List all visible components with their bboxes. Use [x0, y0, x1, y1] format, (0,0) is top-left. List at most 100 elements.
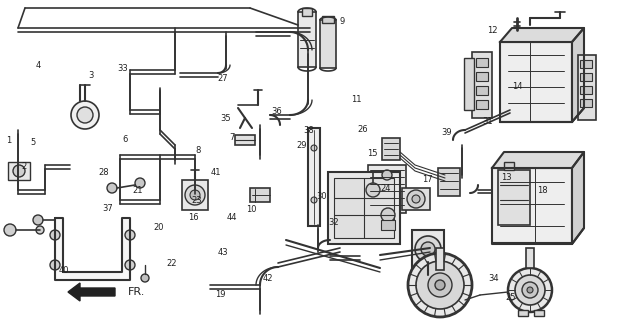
- Circle shape: [515, 275, 545, 305]
- Circle shape: [190, 190, 200, 200]
- Circle shape: [135, 178, 145, 188]
- Circle shape: [13, 165, 25, 177]
- Bar: [438, 168, 460, 196]
- Text: 28: 28: [99, 168, 109, 177]
- Text: 7: 7: [229, 133, 234, 142]
- Bar: [500, 42, 572, 122]
- Bar: [472, 52, 492, 118]
- Bar: [320, 20, 336, 68]
- Text: 2: 2: [22, 162, 27, 171]
- Circle shape: [435, 280, 445, 290]
- Bar: [498, 170, 530, 225]
- Text: 12: 12: [488, 26, 498, 35]
- Circle shape: [366, 183, 380, 197]
- Circle shape: [125, 260, 135, 270]
- Bar: [534, 310, 544, 316]
- Bar: [476, 86, 488, 95]
- Text: 33: 33: [118, 64, 128, 73]
- Circle shape: [33, 215, 43, 225]
- Circle shape: [415, 236, 441, 262]
- Text: 10: 10: [246, 205, 256, 214]
- Bar: [368, 165, 406, 213]
- Text: 32: 32: [329, 218, 339, 227]
- Bar: [492, 168, 572, 243]
- Circle shape: [125, 230, 135, 240]
- Polygon shape: [500, 28, 584, 42]
- Bar: [298, 12, 316, 67]
- Text: 14: 14: [512, 82, 522, 91]
- Text: 16: 16: [188, 213, 198, 222]
- Text: 1: 1: [6, 136, 12, 145]
- Bar: [382, 138, 400, 160]
- Circle shape: [407, 190, 425, 208]
- Text: 41: 41: [211, 168, 221, 177]
- Text: 22: 22: [166, 260, 177, 268]
- Circle shape: [36, 226, 44, 234]
- Text: 19: 19: [216, 290, 226, 299]
- Bar: [402, 188, 430, 210]
- Polygon shape: [68, 283, 115, 301]
- Text: 40: 40: [59, 266, 69, 275]
- Circle shape: [379, 205, 395, 221]
- Bar: [412, 230, 444, 268]
- Bar: [504, 162, 514, 170]
- Text: 20: 20: [154, 223, 164, 232]
- Circle shape: [508, 268, 552, 312]
- Bar: [476, 100, 488, 109]
- Text: 44: 44: [227, 213, 237, 222]
- Text: 38: 38: [303, 126, 314, 135]
- Polygon shape: [492, 152, 584, 168]
- Circle shape: [435, 270, 445, 280]
- Text: 3: 3: [88, 71, 93, 80]
- Bar: [322, 16, 334, 23]
- Bar: [476, 72, 488, 81]
- Text: 6: 6: [122, 135, 127, 144]
- Bar: [381, 220, 395, 230]
- Text: 17: 17: [422, 175, 433, 184]
- Circle shape: [413, 270, 423, 280]
- Text: 24: 24: [380, 184, 390, 193]
- Text: 9: 9: [340, 17, 345, 26]
- Text: 23: 23: [192, 196, 202, 205]
- Bar: [580, 99, 592, 107]
- Circle shape: [71, 101, 99, 129]
- Text: 34: 34: [489, 274, 499, 283]
- Circle shape: [428, 273, 452, 297]
- Circle shape: [408, 253, 472, 317]
- Circle shape: [412, 195, 420, 203]
- Bar: [464, 58, 474, 110]
- Bar: [580, 73, 592, 81]
- Text: 36: 36: [271, 107, 282, 116]
- Bar: [436, 248, 444, 270]
- Circle shape: [50, 230, 60, 240]
- Circle shape: [107, 183, 117, 193]
- Circle shape: [185, 185, 205, 205]
- Bar: [8, 162, 30, 180]
- Circle shape: [77, 107, 93, 123]
- Bar: [518, 310, 528, 316]
- Circle shape: [416, 261, 464, 309]
- Text: 29: 29: [297, 141, 307, 150]
- Bar: [580, 86, 592, 94]
- Text: 13: 13: [502, 173, 512, 182]
- Text: 35: 35: [220, 114, 230, 123]
- Text: 5: 5: [31, 138, 36, 147]
- Circle shape: [311, 145, 317, 151]
- Polygon shape: [55, 218, 130, 280]
- Text: 15: 15: [367, 149, 378, 158]
- Text: 27: 27: [218, 74, 228, 83]
- Bar: [308, 128, 320, 226]
- Bar: [578, 55, 596, 120]
- Text: 37: 37: [102, 204, 113, 212]
- Text: 42: 42: [262, 274, 273, 283]
- Circle shape: [50, 260, 60, 270]
- Text: 21: 21: [132, 186, 143, 195]
- Circle shape: [527, 287, 533, 293]
- Polygon shape: [572, 152, 584, 244]
- Bar: [302, 8, 312, 16]
- Bar: [182, 180, 208, 210]
- Text: 11: 11: [351, 95, 362, 104]
- Bar: [334, 178, 394, 238]
- Polygon shape: [572, 28, 584, 122]
- Bar: [328, 172, 400, 244]
